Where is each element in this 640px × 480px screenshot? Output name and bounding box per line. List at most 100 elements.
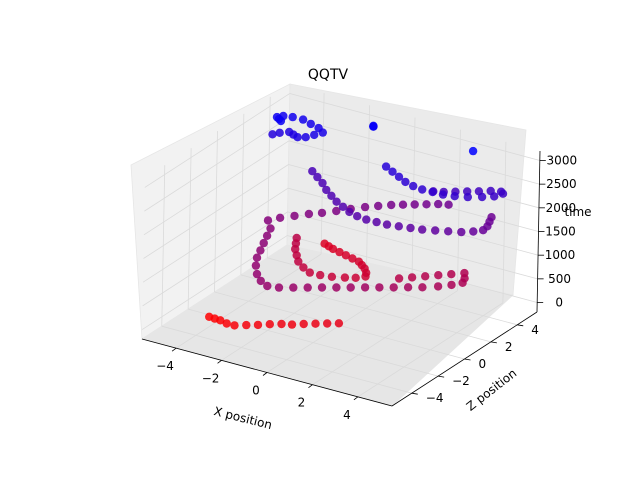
data-point <box>469 227 478 236</box>
data-point <box>403 283 413 292</box>
data-point <box>274 283 284 292</box>
y-tick-label: 2 <box>505 340 513 354</box>
data-point <box>327 191 336 200</box>
data-point <box>463 192 472 202</box>
data-point <box>346 283 355 292</box>
data-point <box>369 121 378 130</box>
data-point <box>303 283 312 292</box>
data-point <box>444 200 453 209</box>
z-grid-back <box>289 93 540 161</box>
z-grid-left <box>144 116 290 212</box>
x-tick <box>217 359 222 364</box>
z-tick-label: 2000 <box>546 201 577 215</box>
data-point <box>298 115 308 124</box>
y-tick <box>464 358 471 361</box>
data-point <box>288 112 297 122</box>
z-tick-label: 1500 <box>545 225 576 239</box>
data-point <box>311 319 320 328</box>
z-grid-back <box>288 164 539 232</box>
data-point <box>450 192 459 201</box>
z-grid-left <box>142 211 288 307</box>
data-point <box>389 283 398 292</box>
data-point <box>360 283 370 292</box>
data-point <box>332 206 341 216</box>
data-point <box>290 211 299 221</box>
data-point <box>263 281 272 291</box>
data-point <box>317 283 327 292</box>
x-tick-label: 2 <box>298 396 306 410</box>
x-tick <box>262 372 268 376</box>
data-point <box>401 177 410 187</box>
data-point <box>394 172 404 181</box>
data-point <box>498 189 508 198</box>
y-tick-label: −2 <box>452 374 470 388</box>
data-point <box>353 212 362 221</box>
data-point <box>306 119 315 129</box>
data-point <box>438 190 448 199</box>
y-tick <box>411 392 418 395</box>
z-grid-back <box>289 116 540 185</box>
data-point <box>447 280 456 290</box>
y-tick <box>438 375 445 378</box>
data-point <box>348 254 357 263</box>
data-point <box>276 116 286 126</box>
y-grid-floor <box>188 308 439 377</box>
data-point <box>251 261 261 270</box>
data-point <box>301 133 310 142</box>
data-point <box>468 146 478 156</box>
data-point <box>477 192 487 202</box>
data-point <box>340 273 350 282</box>
data-point <box>268 130 277 139</box>
data-point <box>375 283 384 292</box>
data-point <box>406 223 415 233</box>
data-point <box>275 213 285 222</box>
data-point <box>317 208 327 218</box>
z-grid-back <box>287 211 538 280</box>
data-point <box>310 130 319 140</box>
data-point <box>422 200 431 209</box>
data-point <box>382 220 392 229</box>
axes: −4 −2 0 2 4 −4 −2 0 2 4 0 500 1000 1500 2000 2500 3000 <box>141 150 578 422</box>
data-point <box>323 319 332 328</box>
data-point <box>372 217 381 227</box>
data-point <box>327 272 337 281</box>
y-grid-floor <box>161 325 412 394</box>
z-grid-left <box>142 187 289 283</box>
x-tick-label: 0 <box>252 384 260 398</box>
data-point <box>259 238 268 248</box>
z-tick-label: 2500 <box>546 177 577 191</box>
y-tick-label: −4 <box>426 391 444 405</box>
data-point <box>266 224 275 233</box>
data-point <box>381 162 391 171</box>
data-point <box>313 172 322 182</box>
x-tick-label: −2 <box>202 371 220 385</box>
data-point <box>341 251 351 260</box>
data-points <box>205 111 508 330</box>
data-point <box>332 197 341 206</box>
data-point <box>345 207 354 217</box>
x-tick <box>353 396 359 401</box>
data-point <box>332 283 341 292</box>
data-point <box>230 321 239 330</box>
data-point <box>409 181 418 191</box>
data-point <box>434 199 443 209</box>
data-point <box>253 320 263 330</box>
data-point <box>361 272 370 281</box>
data-point <box>421 272 430 281</box>
data-point <box>394 274 404 283</box>
data-point <box>428 187 437 197</box>
data-point <box>334 319 344 328</box>
data-point <box>252 269 262 279</box>
data-point <box>262 231 272 240</box>
data-point <box>410 200 419 209</box>
z-tick-label: 1000 <box>545 248 576 262</box>
data-point <box>299 319 308 329</box>
data-point <box>457 227 466 237</box>
y-tick-label: 0 <box>479 357 487 371</box>
data-point <box>458 278 467 287</box>
data-point <box>263 216 273 225</box>
y-tick-label: 4 <box>531 323 539 337</box>
z-tick-label: 3000 <box>547 153 578 167</box>
data-point <box>447 270 456 279</box>
